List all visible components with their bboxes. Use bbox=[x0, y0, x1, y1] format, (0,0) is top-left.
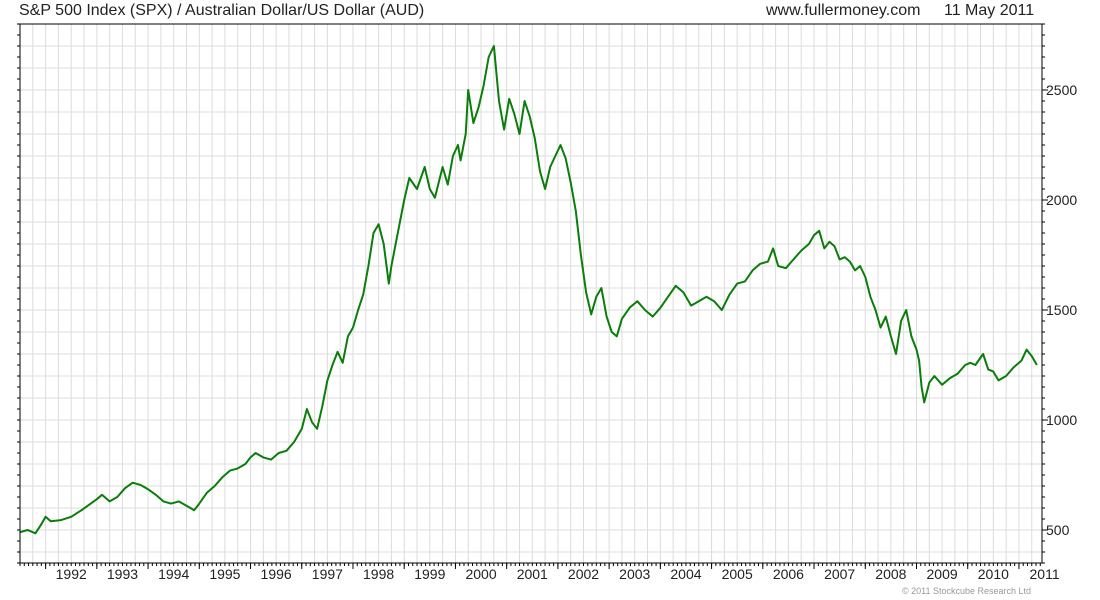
x-tick-label: 1999 bbox=[414, 566, 445, 582]
x-tick-label: 2005 bbox=[722, 566, 753, 582]
x-tick-label: 1995 bbox=[209, 566, 240, 582]
x-tick-label: 2000 bbox=[465, 566, 496, 582]
x-tick-label: 2007 bbox=[824, 566, 855, 582]
x-tick-label: 1997 bbox=[312, 566, 343, 582]
x-tick-label: 2004 bbox=[670, 566, 701, 582]
x-tick-label: 2009 bbox=[927, 566, 958, 582]
x-tick-label: 1993 bbox=[107, 566, 138, 582]
grid bbox=[19, 23, 1042, 563]
site-url: www.fullermoney.com bbox=[766, 2, 921, 19]
x-tick-label: 2003 bbox=[619, 566, 650, 582]
series-line bbox=[19, 45, 1038, 535]
y-tick-label: 1500 bbox=[1046, 302, 1077, 318]
x-tick-label: 2011 bbox=[1030, 566, 1060, 582]
x-tick-label: 1994 bbox=[158, 566, 189, 582]
x-tick-label: 2001 bbox=[517, 566, 548, 582]
plot-border bbox=[19, 23, 1043, 564]
y-tick-label: 1000 bbox=[1046, 412, 1077, 428]
x-axis: 1992 1993 1994 1995 1996 1997 1998 1999 2000 2001… bbox=[19, 563, 1060, 582]
chart-header: S&P 500 Index (SPX) / Australian Dollar/… bbox=[0, 0, 1100, 24]
series-layer bbox=[19, 45, 1038, 535]
x-tick-label: 2008 bbox=[875, 566, 906, 582]
plot-frame bbox=[19, 23, 1043, 564]
x-tick-label: 1998 bbox=[363, 566, 394, 582]
y-tick-label: 2000 bbox=[1046, 192, 1077, 208]
y-tick-label: 500 bbox=[1046, 522, 1070, 538]
y-axis: 500 1000 1500 2000 2500 bbox=[17, 23, 1077, 564]
y-tick-label: 2500 bbox=[1046, 82, 1077, 98]
chart-date: 11 May 2011 bbox=[944, 2, 1035, 19]
x-tick-label: 1996 bbox=[261, 566, 292, 582]
x-tick-label: 1992 bbox=[56, 566, 87, 582]
chart-title: S&P 500 Index (SPX) / Australian Dollar/… bbox=[19, 2, 425, 19]
copyright-text: © 2011 Stockcube Research Ltd bbox=[902, 586, 1032, 596]
x-tick-label: 2002 bbox=[568, 566, 599, 582]
x-tick-label: 2006 bbox=[773, 566, 804, 582]
x-tick-label: 2010 bbox=[978, 566, 1009, 582]
